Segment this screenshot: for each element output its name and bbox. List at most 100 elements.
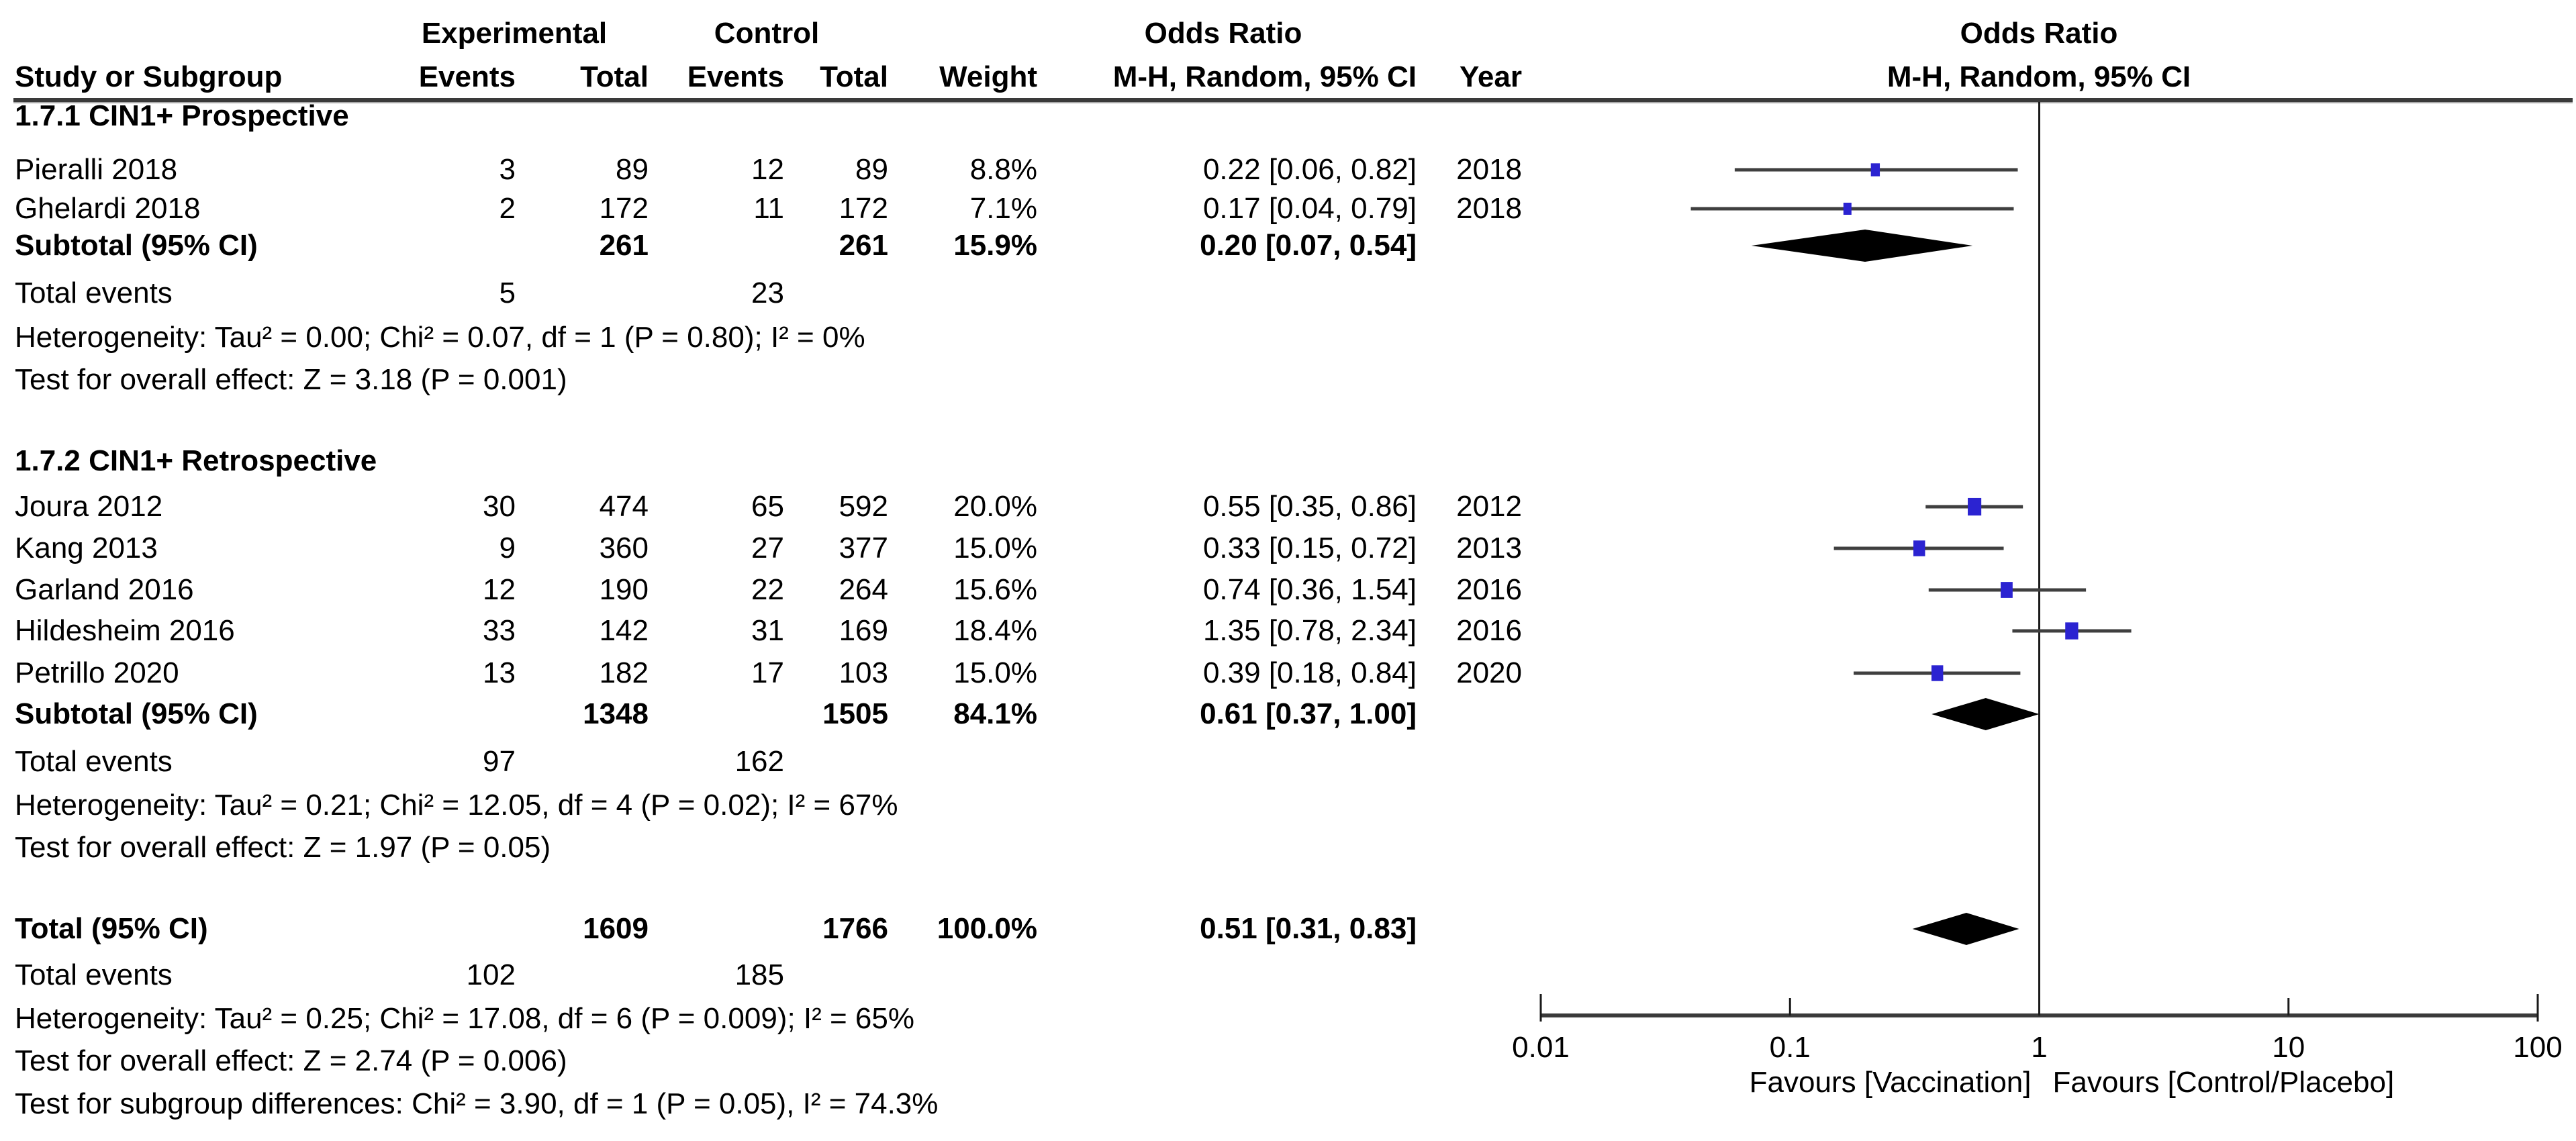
axis-tick-label: 0.01: [1512, 1031, 1570, 1064]
exp-total: 182: [599, 656, 649, 689]
subtotal-weight: 84.1%: [953, 697, 1037, 730]
subgroup-heading: 1.7.1 CIN1+ Prospective: [15, 99, 349, 132]
ctl-events: 11: [753, 192, 784, 225]
axis-tick-label: 1: [2031, 1031, 2048, 1064]
ctl-total: 377: [839, 532, 888, 564]
total-or-ci-text: 0.51 [0.31, 0.83]: [1200, 912, 1417, 945]
or-ci-text: 0.17 [0.04, 0.79]: [1202, 192, 1417, 225]
study-name: Garland 2016: [15, 573, 194, 606]
column-header-year: Year: [1460, 60, 1522, 93]
exp-total: 142: [599, 614, 649, 647]
subtotal-ctl-total: 1505: [822, 697, 888, 730]
year: 2020: [1456, 656, 1522, 689]
exp-total: 474: [599, 490, 649, 523]
overall-effect-text: Test for overall effect: Z = 3.18 (P = 0…: [15, 363, 567, 396]
total-events-ctl: 23: [751, 277, 784, 309]
column-group-experimental: Experimental: [421, 17, 608, 50]
or-ci-text: 0.39 [0.18, 0.84]: [1202, 656, 1417, 689]
subtotal-exp-total: 261: [599, 229, 649, 262]
study-name: Hildesheim 2016: [15, 614, 235, 647]
total-events-ctl: 185: [734, 958, 784, 991]
year: 2013: [1456, 532, 1522, 564]
or-ci-text: 0.22 [0.06, 0.82]: [1202, 153, 1417, 186]
or-marker: [1870, 163, 1880, 177]
exp-events: 30: [483, 490, 516, 523]
year: 2018: [1456, 192, 1522, 225]
subtotal-or-ci-text: 0.20 [0.07, 0.54]: [1200, 229, 1417, 262]
favours-right-label: Favours [Control/Placebo]: [2052, 1066, 2395, 1099]
ctl-total: 169: [839, 614, 888, 647]
study-name: Joura 2012: [15, 490, 163, 523]
total-label: Total (95% CI): [15, 912, 208, 945]
favours-left-label: Favours [Vaccination]: [1749, 1066, 2032, 1099]
subtotal-diamond: [1751, 230, 1973, 262]
weight: 18.4%: [953, 614, 1037, 647]
or-marker: [1968, 497, 1982, 516]
column-header-exp-events: Events: [418, 60, 516, 93]
column-header-study: Study or Subgroup: [15, 60, 283, 93]
year: 2018: [1456, 153, 1522, 186]
axis-tick-label: 0.1: [1769, 1031, 1811, 1064]
axis-tick-label: 10: [2272, 1031, 2305, 1064]
or-ci-text: 0.55 [0.35, 0.86]: [1202, 490, 1417, 523]
total-diamond: [1912, 913, 2019, 945]
exp-total: 89: [616, 153, 649, 186]
or-ci-text: 0.33 [0.15, 0.72]: [1202, 532, 1417, 564]
column-header-mh-ci: M-H, Random, 95% CI: [1112, 60, 1417, 93]
or-marker: [1843, 203, 1852, 215]
axis-line-shadow: [1541, 1017, 2538, 1018]
subtotal-exp-total: 1348: [583, 697, 649, 730]
column-header-ctl-events: Events: [687, 60, 784, 93]
plot-title-odds-ratio: Odds Ratio: [1960, 17, 2118, 50]
heterogeneity-text: Heterogeneity: Tau² = 0.00; Chi² = 0.07,…: [15, 321, 865, 354]
total-ctl-total: 1766: [822, 912, 888, 945]
column-header-weight: Weight: [939, 60, 1037, 93]
exp-events: 3: [499, 153, 516, 186]
overall-effect-text: Test for overall effect: Z = 1.97 (P = 0…: [15, 831, 551, 864]
ctl-events: 27: [751, 532, 784, 564]
exp-total: 360: [599, 532, 649, 564]
subtotal-label: Subtotal (95% CI): [15, 697, 258, 730]
exp-events: 33: [483, 614, 516, 647]
weight: 15.0%: [953, 532, 1037, 564]
overall-effect-text: Test for overall effect: Z = 2.74 (P = 0…: [15, 1044, 567, 1077]
subtotal-label: Subtotal (95% CI): [15, 229, 258, 262]
subtotal-diamond: [1931, 698, 2040, 730]
study-name: Pieralli 2018: [15, 153, 178, 186]
plot-header-mh-ci: M-H, Random, 95% CI: [1887, 60, 2191, 93]
total-exp-total: 1609: [583, 912, 649, 945]
column-group-control: Control: [714, 17, 820, 50]
year: 2016: [1456, 573, 1522, 606]
ctl-total: 592: [839, 490, 888, 523]
or-marker: [1913, 540, 1925, 556]
exp-events: 9: [499, 532, 516, 564]
study-name: Ghelardi 2018: [15, 192, 201, 225]
subtotal-ctl-total: 261: [839, 229, 888, 262]
axis-tick-label: 100: [2513, 1031, 2563, 1064]
total-weight: 100.0%: [937, 912, 1037, 945]
weight: 7.1%: [969, 192, 1037, 225]
column-group-odds-ratio: Odds Ratio: [1144, 17, 1302, 50]
year: 2016: [1456, 614, 1522, 647]
ctl-events: 31: [751, 614, 784, 647]
year: 2012: [1456, 490, 1522, 523]
exp-events: 13: [483, 656, 516, 689]
total-events-exp: 5: [499, 277, 516, 309]
ctl-total: 103: [839, 656, 888, 689]
ctl-total: 172: [839, 192, 888, 225]
heterogeneity-text: Heterogeneity: Tau² = 0.21; Chi² = 12.05…: [15, 789, 898, 822]
weight: 20.0%: [953, 490, 1037, 523]
or-ci-text: 1.35 [0.78, 2.34]: [1202, 614, 1417, 647]
subtotal-weight: 15.9%: [953, 229, 1037, 262]
or-marker: [1931, 665, 1944, 681]
column-header-ctl-total: Total: [820, 60, 888, 93]
weight: 15.6%: [953, 573, 1037, 606]
header-rule-shadow: [13, 102, 2573, 103]
total-events-exp: 97: [483, 745, 516, 778]
ctl-events: 22: [751, 573, 784, 606]
header-rule: [13, 98, 2573, 102]
total-events-label: Total events: [15, 745, 173, 778]
total-events-exp: 102: [466, 958, 516, 991]
